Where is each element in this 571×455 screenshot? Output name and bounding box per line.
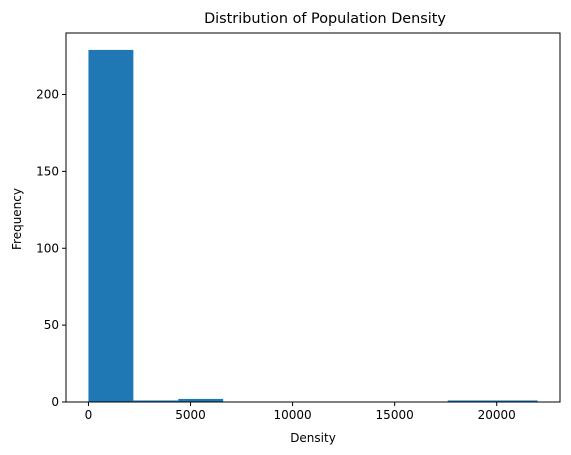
plot-frame	[66, 33, 560, 402]
histogram-bar	[88, 50, 133, 402]
y-tick-label: 150	[36, 164, 59, 178]
chart-title: Distribution of Population Density	[204, 11, 446, 27]
x-tick-label: 15000	[376, 408, 414, 422]
x-tick-label: 0	[85, 408, 93, 422]
x-axis-ticks: 0 5000 10000 15000 20000	[85, 402, 516, 422]
y-tick-label: 0	[51, 395, 59, 409]
y-tick-label: 100	[36, 241, 59, 255]
y-axis-label: Frequency	[10, 188, 24, 250]
x-tick-label: 5000	[175, 408, 206, 422]
x-tick-label: 10000	[273, 408, 311, 422]
x-axis-label: Density	[290, 431, 336, 445]
y-tick-label: 200	[36, 88, 59, 102]
bars-group	[88, 50, 537, 402]
y-tick-label: 50	[44, 318, 59, 332]
y-axis-ticks: 0 50 100 150 200	[36, 88, 66, 410]
x-tick-label: 20000	[478, 408, 516, 422]
